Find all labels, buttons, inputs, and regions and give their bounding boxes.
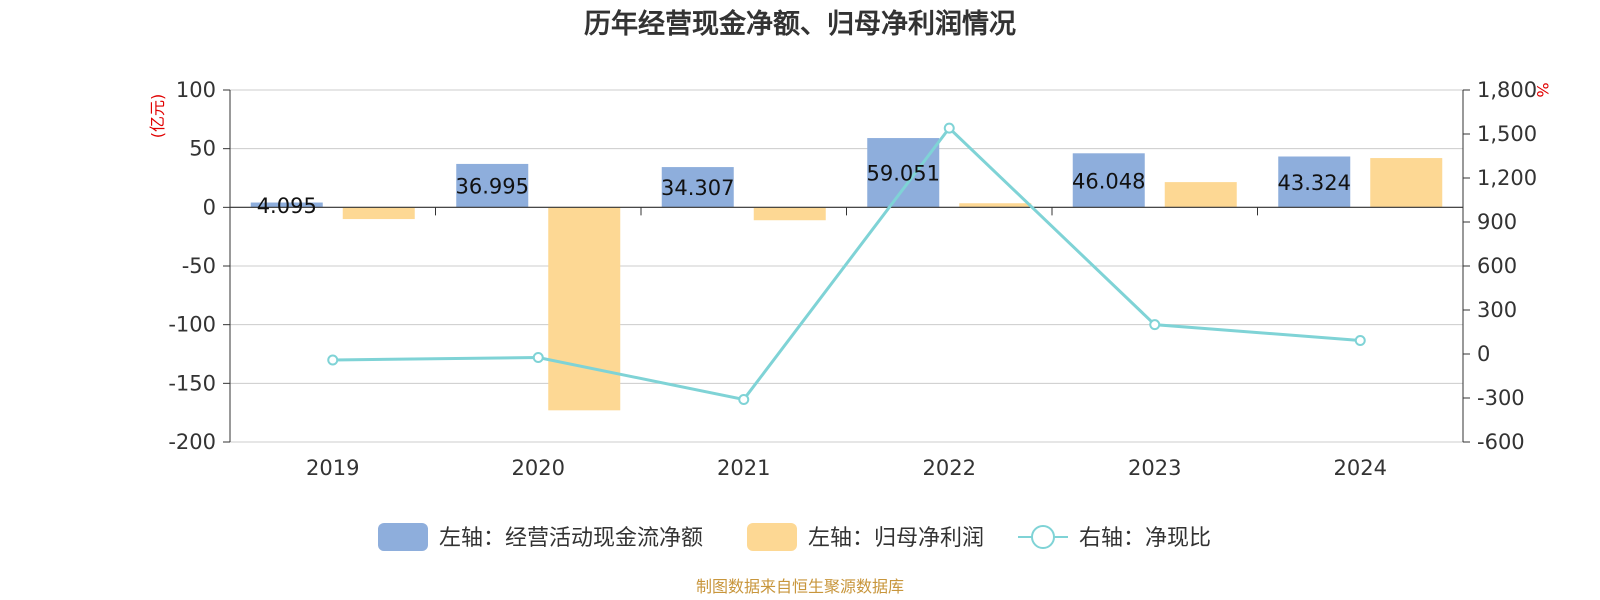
cash-ratio-point[interactable] [327, 354, 339, 366]
left-axis-tick-label: -100 [168, 313, 216, 337]
right-axis-unit: % [1533, 82, 1552, 97]
left-axis-tick-label: -150 [168, 371, 216, 395]
net-profit-bar[interactable] [342, 207, 415, 220]
cashflow-data-label: 34.307 [661, 176, 734, 200]
cashflow-data-label: 43.324 [1278, 171, 1351, 195]
cashflow-bar[interactable] [867, 138, 940, 208]
legend-label-cash-ratio: 右轴：净现比 [1079, 526, 1211, 551]
left-axis-tick-label: 50 [189, 137, 216, 161]
right-axis-tick-label: 900 [1477, 210, 1517, 234]
cashflow-bar[interactable] [456, 163, 529, 208]
line-series [327, 122, 1366, 405]
left-axis-unit: (亿元) [148, 94, 167, 139]
legend-label-net-profit: 左轴：归母净利润 [808, 526, 984, 551]
net-profit-bar[interactable] [753, 207, 826, 221]
legend-item-cashflow[interactable]: 左轴：经营活动现金流净额 [378, 523, 703, 551]
cashflow-data-label: 4.095 [257, 194, 317, 218]
cash-ratio-line [332, 125, 1361, 402]
left-axis-tick-label: 0 [203, 195, 216, 219]
legend-label-cashflow: 左轴：经营活动现金流净额 [439, 526, 703, 551]
source-note: 制图数据来自恒生聚源数据库 [696, 577, 904, 596]
right-axis-tick-label: 0 [1477, 342, 1490, 366]
right-axis-tick-label: 1,800 [1477, 78, 1537, 102]
right-axis-tick-label: 1,500 [1477, 122, 1537, 146]
cashflow-bar[interactable] [250, 202, 323, 208]
right-axis-tick-label: -600 [1477, 430, 1525, 454]
chart-title: 历年经营现金净额、归母净利润情况 [584, 8, 1016, 40]
legend-marker-cash-ratio [1031, 525, 1055, 549]
left-axis-tick-label: -50 [182, 254, 216, 278]
cash-ratio-point[interactable] [1149, 319, 1161, 331]
right-axis-tick-label: 300 [1477, 298, 1517, 322]
right-axis-tick-label: -300 [1477, 386, 1525, 410]
x-axis-tick-label: 2023 [1128, 456, 1181, 480]
x-axis-tick-label: 2019 [306, 456, 359, 480]
cash-ratio-point[interactable] [1354, 335, 1366, 347]
data-labels: 4.095 36.995 34.307 59.051 46.048 43.324 [257, 162, 1351, 218]
right-axis-tick-label: 600 [1477, 254, 1517, 278]
x-axis: 2019 2020 2021 2022 2023 2024 [230, 206, 1463, 480]
cashflow-bar[interactable] [1072, 153, 1145, 208]
right-axis: 1,800 1,500 1,200 900 600 300 0 -300 -600 [1462, 78, 1537, 454]
net-profit-bar[interactable] [548, 207, 621, 411]
cashflow-bar[interactable] [661, 167, 734, 208]
legend-item-cash-ratio[interactable]: 右轴：净现比 [1018, 525, 1211, 551]
x-axis-tick-label: 2020 [512, 456, 565, 480]
cashflow-data-label: 36.995 [456, 175, 529, 199]
cashflow-data-label: 59.051 [867, 162, 940, 186]
legend-item-net-profit[interactable]: 左轴：归母净利润 [747, 523, 984, 551]
left-axis-tick-label: 100 [176, 78, 216, 102]
cashflow-data-label: 46.048 [1072, 169, 1145, 193]
x-axis-tick-label: 2021 [717, 456, 770, 480]
net-profit-bar[interactable] [1164, 182, 1237, 208]
right-axis-tick-label: 1,200 [1477, 166, 1537, 190]
cashflow-bar[interactable] [1278, 156, 1351, 208]
bar-series [250, 138, 1443, 411]
net-profit-bar[interactable] [959, 203, 1032, 208]
legend-swatch-cashflow [378, 523, 428, 551]
x-axis-tick-label: 2022 [923, 456, 976, 480]
x-axis-tick-label: 2024 [1334, 456, 1387, 480]
left-axis-tick-label: -200 [168, 430, 216, 454]
legend: 左轴：经营活动现金流净额 左轴：归母净利润 右轴：净现比 [378, 523, 1211, 551]
legend-swatch-net-profit [747, 523, 797, 551]
net-profit-bar[interactable] [1370, 158, 1443, 208]
cash-ratio-point[interactable] [738, 393, 750, 405]
cash-ratio-point[interactable] [943, 122, 955, 134]
left-axis: 100 50 0 -50 -100 -150 -200 [168, 78, 231, 454]
cash-ratio-point[interactable] [532, 352, 544, 364]
